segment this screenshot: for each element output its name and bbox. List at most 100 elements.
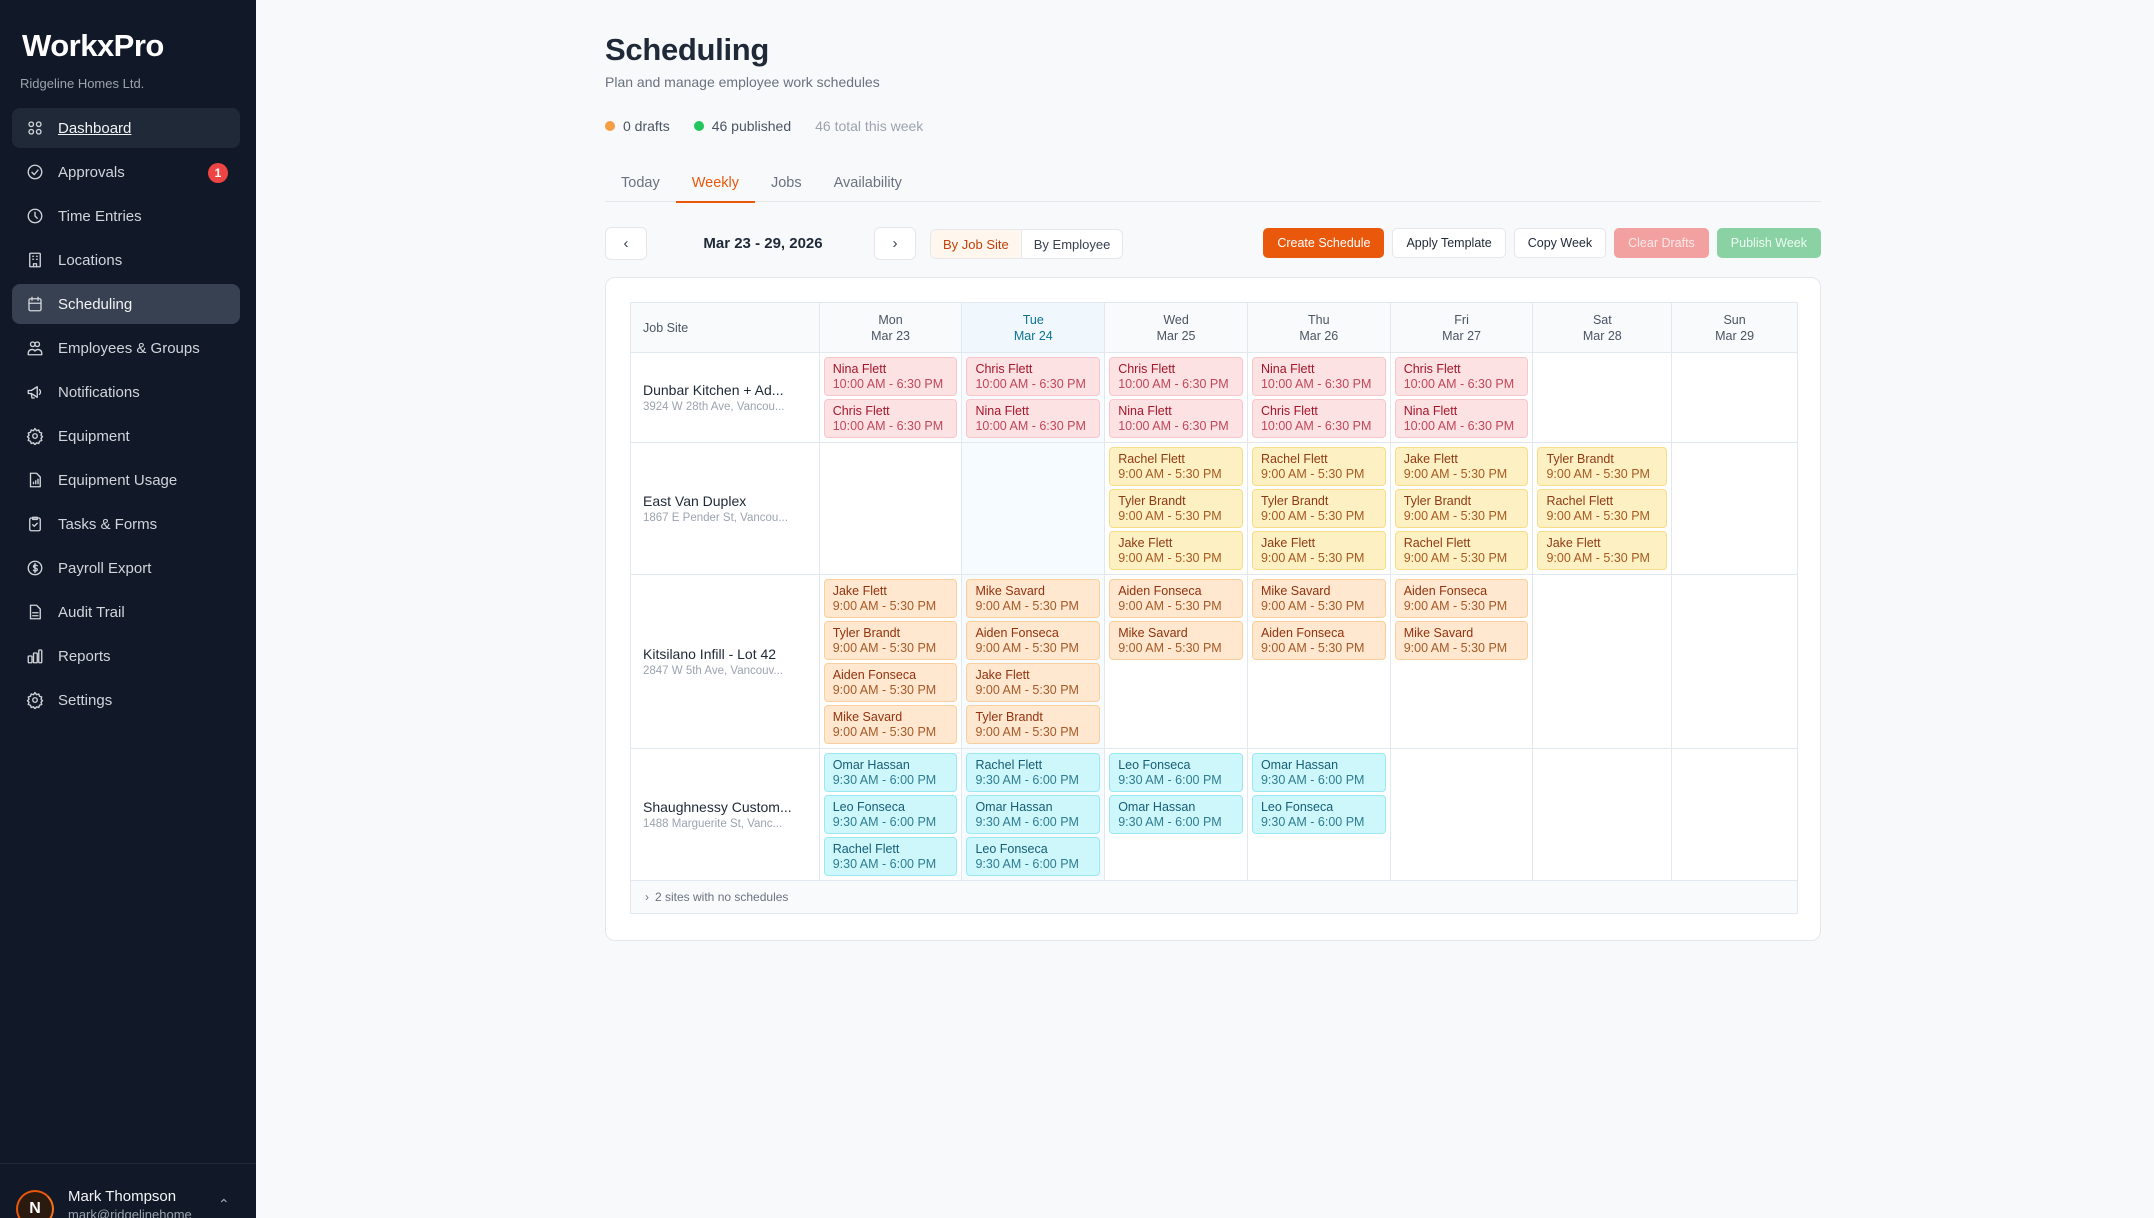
- shift-card[interactable]: Jake Flett 9:00 AM - 5:30 PM: [823, 579, 958, 618]
- sidebar-item-tasks-forms[interactable]: Tasks & Forms: [12, 504, 240, 544]
- sidebar-item-audit-trail[interactable]: Audit Trail: [12, 592, 240, 632]
- day-cell[interactable]: [1672, 749, 1797, 880]
- job-site-cell[interactable]: Kitsilano Infill - Lot 42 2847 W 5th Ave,…: [631, 575, 820, 748]
- day-cell[interactable]: Mike Savard 9:00 AM - 5:30 PM Aiden Fonsec…: [1248, 575, 1391, 748]
- shift-card[interactable]: Nina Flett 10:00 AM - 6:30 PM: [1109, 399, 1243, 438]
- shift-card[interactable]: Aiden Fonseca 9:00 AM - 5:30 PM: [823, 663, 958, 702]
- shift-card[interactable]: Rachel Flett 9:30 AM - 6:00 PM: [966, 753, 1101, 792]
- day-cell[interactable]: Chris Flett 10:00 AM - 6:30 PM Nina Flett 1…: [962, 353, 1106, 442]
- shift-card[interactable]: Rachel Flett 9:00 AM - 5:30 PM: [1109, 447, 1243, 486]
- shift-card[interactable]: Chris Flett 10:00 AM - 6:30 PM: [1251, 399, 1386, 438]
- shift-card[interactable]: Mike Savard 9:00 AM - 5:30 PM: [1251, 579, 1386, 618]
- shift-card[interactable]: Aiden Fonseca 9:00 AM - 5:30 PM: [1394, 579, 1529, 618]
- day-cell[interactable]: [1672, 353, 1797, 442]
- shift-card[interactable]: Nina Flett 10:00 AM - 6:30 PM: [1251, 357, 1386, 396]
- sidebar-item-approvals[interactable]: Approvals 1: [12, 152, 240, 192]
- sidebar-item-time-entries[interactable]: Time Entries: [12, 196, 240, 236]
- shift-card[interactable]: Omar Hassan 9:30 AM - 6:00 PM: [823, 753, 958, 792]
- day-cell[interactable]: Omar Hassan 9:30 AM - 6:00 PM Leo Fonseca 9…: [820, 749, 963, 880]
- day-cell[interactable]: Aiden Fonseca 9:00 AM - 5:30 PM Mike Savar…: [1105, 575, 1248, 748]
- day-cell[interactable]: [1533, 353, 1673, 442]
- shift-card[interactable]: Tyler Brandt 9:00 AM - 5:30 PM: [1537, 447, 1668, 486]
- day-cell[interactable]: Tyler Brandt 9:00 AM - 5:30 PM Rachel Flet…: [1533, 443, 1673, 574]
- copy-week-button[interactable]: Copy Week: [1513, 228, 1607, 258]
- shift-card[interactable]: Jake Flett 9:00 AM - 5:30 PM: [966, 663, 1101, 702]
- shift-card[interactable]: Tyler Brandt 9:00 AM - 5:30 PM: [1109, 489, 1243, 528]
- shift-card[interactable]: Leo Fonseca 9:30 AM - 6:00 PM: [1109, 753, 1243, 792]
- job-site-cell[interactable]: Shaughnessy Custom... 1488 Marguerite St,…: [631, 749, 820, 880]
- sidebar-item-equipment-usage[interactable]: Equipment Usage: [12, 460, 240, 500]
- clear-drafts-button[interactable]: Clear Drafts: [1614, 228, 1709, 258]
- shift-card[interactable]: Leo Fonseca 9:30 AM - 6:00 PM: [966, 837, 1101, 876]
- shift-card[interactable]: Omar Hassan 9:30 AM - 6:00 PM: [1251, 753, 1386, 792]
- shift-card[interactable]: Chris Flett 10:00 AM - 6:30 PM: [966, 357, 1101, 396]
- day-cell[interactable]: [1533, 575, 1673, 748]
- day-cell[interactable]: Rachel Flett 9:00 AM - 5:30 PM Tyler Brand…: [1248, 443, 1391, 574]
- sidebar-item-reports[interactable]: Reports: [12, 636, 240, 676]
- day-cell[interactable]: [1533, 749, 1673, 880]
- shift-card[interactable]: Tyler Brandt 9:00 AM - 5:30 PM: [1251, 489, 1386, 528]
- by-employee-toggle[interactable]: By Employee: [1033, 236, 1111, 252]
- day-cell[interactable]: [962, 443, 1106, 574]
- shift-card[interactable]: Leo Fonseca 9:30 AM - 6:00 PM: [1251, 795, 1386, 834]
- sidebar-item-payroll-export[interactable]: Payroll Export: [12, 548, 240, 588]
- day-cell[interactable]: Nina Flett 10:00 AM - 6:30 PM Chris Flett 1…: [1248, 353, 1391, 442]
- by-job-site-toggle[interactable]: By Job Site: [931, 230, 1022, 258]
- shift-card[interactable]: Jake Flett 9:00 AM - 5:30 PM: [1394, 447, 1529, 486]
- shift-card[interactable]: Tyler Brandt 9:00 AM - 5:30 PM: [1394, 489, 1529, 528]
- shift-card[interactable]: Jake Flett 9:00 AM - 5:30 PM: [1537, 531, 1668, 570]
- publish-week-button[interactable]: Publish Week: [1716, 228, 1821, 258]
- shift-card[interactable]: Rachel Flett 9:00 AM - 5:30 PM: [1537, 489, 1668, 528]
- tab-availability[interactable]: Availability: [833, 175, 902, 191]
- day-cell[interactable]: [1391, 749, 1534, 880]
- shift-card[interactable]: Rachel Flett 9:00 AM - 5:30 PM: [1251, 447, 1386, 486]
- day-cell[interactable]: Aiden Fonseca 9:00 AM - 5:30 PM Mike Savar…: [1391, 575, 1534, 748]
- user-menu[interactable]: N Mark Thompson mark@ridgelinehome: [16, 1186, 192, 1218]
- shift-card[interactable]: Tyler Brandt 9:00 AM - 5:30 PM: [966, 705, 1101, 744]
- day-cell[interactable]: Rachel Flett 9:00 AM - 5:30 PM Tyler Brand…: [1105, 443, 1248, 574]
- apply-template-button[interactable]: Apply Template: [1392, 228, 1506, 258]
- shift-card[interactable]: Mike Savard 9:00 AM - 5:30 PM: [1109, 621, 1243, 660]
- shift-card[interactable]: Nina Flett 10:00 AM - 6:30 PM: [823, 357, 958, 396]
- shift-card[interactable]: Rachel Flett 9:30 AM - 6:00 PM: [823, 837, 958, 876]
- shift-card[interactable]: Chris Flett 10:00 AM - 6:30 PM: [1109, 357, 1243, 396]
- tab-weekly[interactable]: Weekly: [675, 164, 756, 203]
- sites-without-schedules-toggle[interactable]: › 2 sites with no schedules: [631, 881, 1797, 913]
- shift-card[interactable]: Aiden Fonseca 9:00 AM - 5:30 PM: [1109, 579, 1243, 618]
- sidebar-item-employees-groups[interactable]: Employees & Groups: [12, 328, 240, 368]
- chevron-up-icon[interactable]: ⌃: [218, 1196, 230, 1212]
- create-schedule-button[interactable]: Create Schedule: [1263, 228, 1385, 258]
- shift-card[interactable]: Nina Flett 10:00 AM - 6:30 PM: [1394, 399, 1529, 438]
- shift-card[interactable]: Leo Fonseca 9:30 AM - 6:00 PM: [823, 795, 958, 834]
- day-cell[interactable]: Rachel Flett 9:30 AM - 6:00 PM Omar Hassan…: [962, 749, 1106, 880]
- shift-card[interactable]: Chris Flett 10:00 AM - 6:30 PM: [1394, 357, 1529, 396]
- day-cell[interactable]: Nina Flett 10:00 AM - 6:30 PM Chris Flett 1…: [820, 353, 963, 442]
- day-cell[interactable]: Chris Flett 10:00 AM - 6:30 PM Nina Flett 1…: [1391, 353, 1534, 442]
- shift-card[interactable]: Aiden Fonseca 9:00 AM - 5:30 PM: [1251, 621, 1386, 660]
- day-cell[interactable]: Mike Savard 9:00 AM - 5:30 PM Aiden Fonsec…: [962, 575, 1106, 748]
- sidebar-item-notifications[interactable]: Notifications: [12, 372, 240, 412]
- job-site-cell[interactable]: Dunbar Kitchen + Ad... 3924 W 28th Ave, V…: [631, 353, 820, 442]
- shift-card[interactable]: Tyler Brandt 9:00 AM - 5:30 PM: [823, 621, 958, 660]
- shift-card[interactable]: Jake Flett 9:00 AM - 5:30 PM: [1109, 531, 1243, 570]
- tab-today[interactable]: Today: [621, 175, 660, 191]
- day-cell[interactable]: Jake Flett 9:00 AM - 5:30 PM Tyler Brandt 9…: [820, 575, 963, 748]
- job-site-cell[interactable]: East Van Duplex 1867 E Pender St, Vancou.…: [631, 443, 820, 574]
- shift-card[interactable]: Omar Hassan 9:30 AM - 6:00 PM: [1109, 795, 1243, 834]
- next-week-button[interactable]: ›: [874, 227, 916, 260]
- sidebar-item-locations[interactable]: Locations: [12, 240, 240, 280]
- day-cell[interactable]: Omar Hassan 9:30 AM - 6:00 PM Leo Fonseca 9…: [1248, 749, 1391, 880]
- shift-card[interactable]: Omar Hassan 9:30 AM - 6:00 PM: [966, 795, 1101, 834]
- day-cell[interactable]: [1672, 575, 1797, 748]
- day-cell[interactable]: [820, 443, 963, 574]
- tab-jobs[interactable]: Jobs: [770, 175, 802, 191]
- shift-card[interactable]: Aiden Fonseca 9:00 AM - 5:30 PM: [966, 621, 1101, 660]
- shift-card[interactable]: Mike Savard 9:00 AM - 5:30 PM: [823, 705, 958, 744]
- sidebar-item-dashboard[interactable]: Dashboard: [12, 108, 240, 148]
- shift-card[interactable]: Nina Flett 10:00 AM - 6:30 PM: [966, 399, 1101, 438]
- day-cell[interactable]: [1672, 443, 1797, 574]
- shift-card[interactable]: Chris Flett 10:00 AM - 6:30 PM: [823, 399, 958, 438]
- sidebar-item-equipment[interactable]: Equipment: [12, 416, 240, 456]
- day-cell[interactable]: Chris Flett 10:00 AM - 6:30 PM Nina Flett 1…: [1105, 353, 1248, 442]
- shift-card[interactable]: Mike Savard 9:00 AM - 5:30 PM: [1394, 621, 1529, 660]
